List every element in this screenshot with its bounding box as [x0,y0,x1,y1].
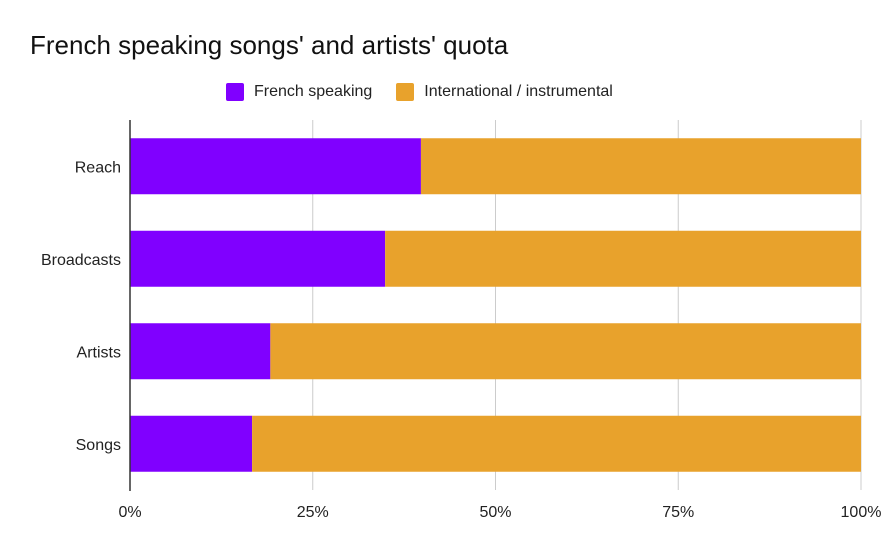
legend-swatch-french-speaking [226,83,244,101]
legend-item-french-speaking[interactable]: French speaking [226,83,372,101]
bar-broadcasts-international[interactable] [385,230,861,287]
bar-reach-international[interactable] [420,138,861,195]
x-tick-label-1: 25% [297,504,329,521]
category-label-broadcasts: Broadcasts [41,252,121,269]
bar-broadcasts-french-speaking[interactable] [130,230,386,287]
bar-songs-french-speaking[interactable] [130,415,253,472]
bar-artists-international[interactable] [270,323,861,380]
bar-artists-french-speaking[interactable] [130,323,271,380]
bar-songs-international[interactable] [252,415,861,472]
x-tick-label-3: 75% [662,504,694,521]
chart-title: French speaking songs' and artists' quot… [30,30,509,60]
legend-swatch-international [396,83,415,101]
x-tick-label-2: 50% [479,504,511,521]
x-tick-label-0: 0% [118,504,141,521]
x-tick-label-4: 100% [841,504,882,521]
category-label-artists: Artists [77,344,121,361]
category-label-songs: Songs [76,437,121,454]
bar-reach-french-speaking[interactable] [130,138,421,195]
legend-label-french-speaking: French speaking [254,83,373,100]
chart-legend: French speaking International / instrume… [226,80,613,104]
legend-label-international: International / instrumental [424,83,613,100]
legend-item-international[interactable]: International / instrumental [396,83,613,101]
category-label-reach: Reach [75,159,121,176]
